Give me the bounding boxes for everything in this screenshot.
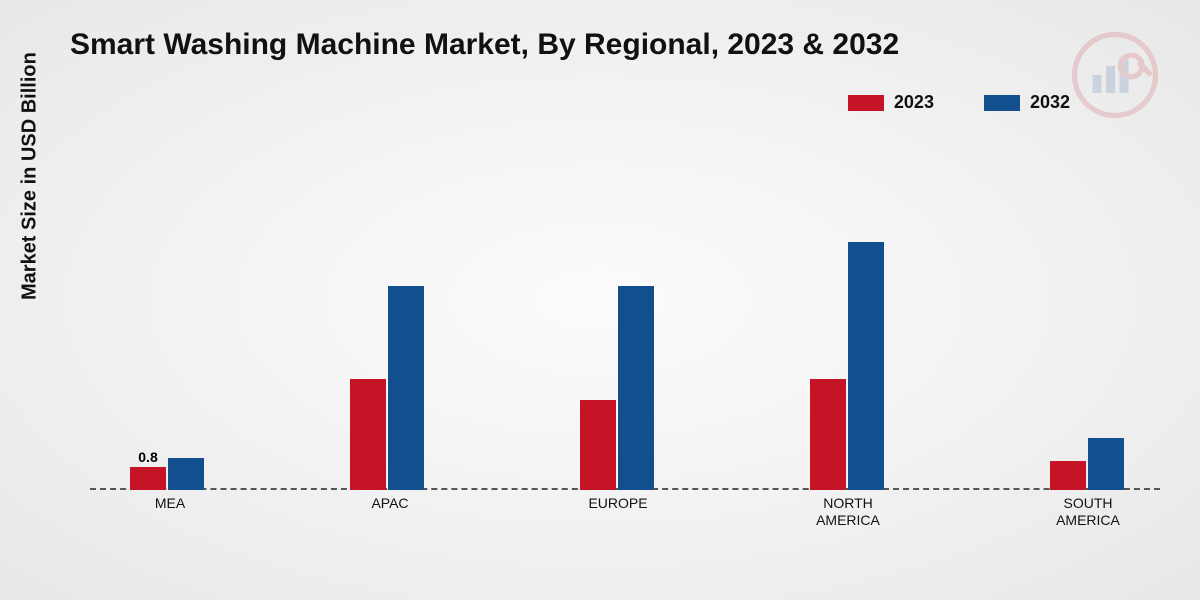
bar-chart: 0.8MEAAPACEUROPENORTHAMERICASOUTHAMERICA bbox=[90, 140, 1160, 490]
legend-item-2023: 2023 bbox=[848, 92, 934, 113]
bar-group: 0.8 bbox=[130, 458, 204, 490]
legend: 2023 2032 bbox=[848, 92, 1070, 113]
brand-logo-icon bbox=[1070, 30, 1160, 120]
category-label: SOUTHAMERICA bbox=[1018, 495, 1158, 529]
bar-2032 bbox=[618, 286, 654, 490]
bar-2032 bbox=[388, 286, 424, 490]
legend-label-2023: 2023 bbox=[894, 92, 934, 113]
bar-2023 bbox=[1050, 461, 1086, 490]
legend-swatch-2023 bbox=[848, 95, 884, 111]
legend-item-2032: 2032 bbox=[984, 92, 1070, 113]
legend-label-2032: 2032 bbox=[1030, 92, 1070, 113]
bar-group bbox=[810, 242, 884, 490]
chart-title: Smart Washing Machine Market, By Regiona… bbox=[70, 28, 899, 62]
category-label: APAC bbox=[320, 495, 460, 512]
category-label: NORTHAMERICA bbox=[778, 495, 918, 529]
bar-2023 bbox=[810, 379, 846, 490]
category-label: EUROPE bbox=[548, 495, 688, 512]
bar-2032 bbox=[168, 458, 204, 490]
bar-value-label: 0.8 bbox=[130, 449, 166, 467]
bar-group bbox=[1050, 438, 1124, 491]
bar-2023 bbox=[350, 379, 386, 490]
bar-2032 bbox=[848, 242, 884, 490]
bar-group bbox=[580, 286, 654, 490]
legend-swatch-2032 bbox=[984, 95, 1020, 111]
category-label: MEA bbox=[100, 495, 240, 512]
bar-2023 bbox=[130, 467, 166, 490]
bar-group bbox=[350, 286, 424, 490]
bar-2032 bbox=[1088, 438, 1124, 491]
bar-2023 bbox=[580, 400, 616, 490]
y-axis-label: Market Size in USD Billion bbox=[19, 52, 42, 300]
